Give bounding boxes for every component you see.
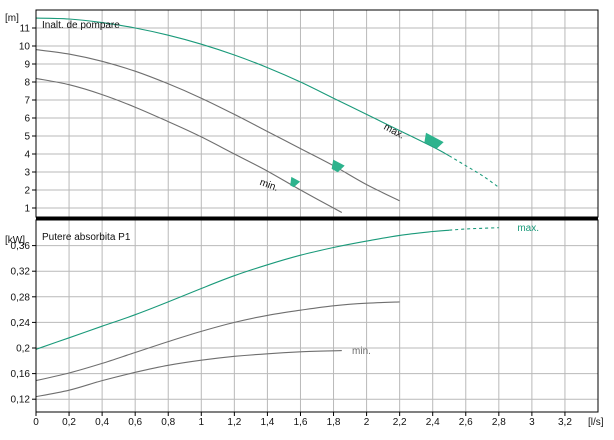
power-y-tick-label: 0,16 bbox=[11, 369, 31, 380]
power-panel-frame bbox=[35, 219, 599, 413]
operating-point-marker bbox=[331, 159, 345, 173]
operating-point-shape bbox=[290, 176, 301, 188]
power-curve-min bbox=[35, 350, 342, 398]
head-y-tick-label: 4 bbox=[24, 150, 30, 161]
head-y-tick-label: 6 bbox=[24, 114, 30, 125]
head-y-tick-label: 5 bbox=[24, 132, 30, 143]
head-y-tick-label: 2 bbox=[24, 186, 30, 197]
operating-point-shape bbox=[331, 159, 345, 173]
head-panel-title: Inalt. de pompare bbox=[42, 20, 120, 31]
x-tick-label: 3,2 bbox=[558, 417, 572, 428]
head-curve-max bbox=[35, 17, 450, 157]
power-annotation-min: min. bbox=[352, 346, 371, 357]
power-curve-max bbox=[35, 229, 450, 350]
power-panel-title: Putere absorbita P1 bbox=[42, 232, 131, 243]
head-y-tick-label: 11 bbox=[20, 24, 31, 35]
x-tick-label: 0,4 bbox=[95, 417, 109, 428]
x-tick-label: 0,6 bbox=[128, 417, 142, 428]
head-y-tick-label: 3 bbox=[24, 168, 30, 179]
label-layer: Inalt. de pompare Putere absorbita P1 [m… bbox=[5, 13, 604, 428]
power-y-tick-label: 0,36 bbox=[11, 241, 31, 252]
x-tick-label: 1,2 bbox=[227, 417, 241, 428]
x-tick-label: 3 bbox=[529, 417, 535, 428]
power-y-tick-label: 0,2 bbox=[16, 344, 30, 355]
x-tick-label: 2,2 bbox=[393, 417, 407, 428]
head-y-unit-label: [m] bbox=[5, 13, 19, 24]
head-panel-frame bbox=[35, 9, 599, 218]
x-tick-label: 0,8 bbox=[161, 417, 175, 428]
marker-layer bbox=[290, 132, 444, 188]
head-y-tick-label: 9 bbox=[24, 60, 30, 71]
x-tick-label: 2,6 bbox=[459, 417, 473, 428]
operating-point-shape bbox=[424, 132, 444, 149]
power-curve-extrapolated bbox=[449, 227, 499, 231]
x-tick-label: 1,8 bbox=[327, 417, 341, 428]
head-curve-extrapolated bbox=[448, 155, 500, 188]
operating-point-marker bbox=[290, 176, 301, 188]
power-annotation-max: max. bbox=[517, 223, 539, 234]
x-tick-label: 2 bbox=[364, 417, 370, 428]
power-y-tick-label: 0,32 bbox=[11, 267, 31, 278]
head-curve-min bbox=[35, 77, 343, 213]
head-y-tick-label: 7 bbox=[24, 96, 30, 107]
operating-point-marker bbox=[424, 132, 444, 149]
power-curve-mid bbox=[35, 301, 400, 382]
head-y-tick-label: 1 bbox=[24, 204, 30, 215]
power-y-tick-label: 0,12 bbox=[11, 395, 31, 406]
head-y-tick-label: 10 bbox=[19, 42, 31, 53]
x-tick-label: 1 bbox=[199, 417, 205, 428]
power-y-unit-label: [kW] bbox=[5, 235, 25, 246]
frame-layer bbox=[32, 9, 599, 416]
x-tick-label: 2,8 bbox=[492, 417, 506, 428]
x-tick-label: 1,6 bbox=[294, 417, 308, 428]
x-tick-label: 2,4 bbox=[426, 417, 440, 428]
head-y-tick-label: 8 bbox=[24, 78, 30, 89]
x-tick-label: 0,2 bbox=[62, 417, 76, 428]
x-unit-label: [l/s] bbox=[588, 417, 604, 428]
power-y-tick-label: 0,24 bbox=[11, 318, 31, 329]
x-tick-label: 0 bbox=[33, 417, 39, 428]
x-tick-label: 1,4 bbox=[260, 417, 274, 428]
power-y-tick-label: 0,28 bbox=[11, 292, 31, 303]
